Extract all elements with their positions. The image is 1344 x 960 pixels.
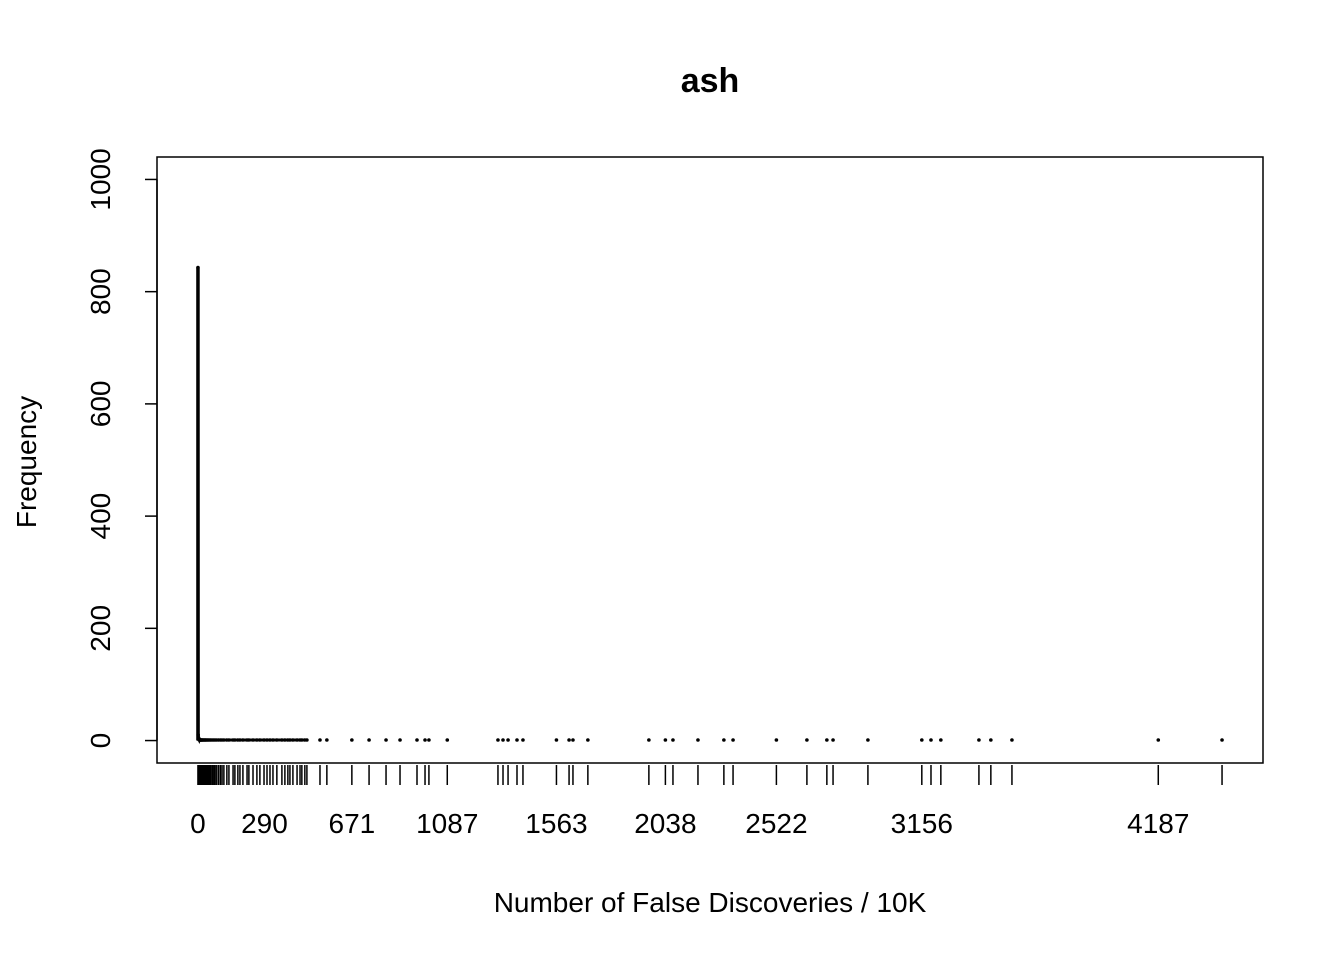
data-point — [283, 738, 287, 742]
data-point — [571, 738, 575, 742]
data-point — [977, 738, 981, 742]
y-tick-label: 1000 — [85, 148, 116, 210]
data-point — [384, 738, 388, 742]
data-point — [521, 738, 525, 742]
data-point — [280, 738, 284, 742]
data-point — [663, 738, 668, 742]
data-point — [227, 738, 231, 742]
series-line — [196, 267, 307, 744]
data-point — [262, 738, 266, 742]
data-point — [325, 738, 329, 742]
x-tick-label: 4187 — [1127, 808, 1189, 839]
data-point — [423, 738, 427, 742]
x-tick-label: 1087 — [416, 808, 478, 839]
data-point — [268, 738, 272, 742]
data-point — [722, 738, 726, 742]
data-point — [671, 738, 675, 742]
y-tick-label: 0 — [85, 733, 116, 749]
data-point — [496, 738, 500, 742]
y-tick-label: 800 — [85, 268, 116, 315]
data-point — [196, 265, 200, 270]
data-point — [271, 738, 275, 742]
data-point — [350, 738, 354, 742]
data-point — [255, 738, 259, 742]
data-point — [1010, 738, 1014, 742]
data-point — [731, 738, 735, 742]
x-tick-label: 1563 — [525, 808, 587, 839]
data-point — [939, 738, 943, 742]
data-point — [398, 738, 402, 742]
data-point — [258, 738, 262, 742]
data-point — [233, 738, 237, 742]
data-point — [295, 738, 299, 742]
data-point — [367, 738, 371, 742]
data-point — [300, 738, 304, 742]
y-tick-label: 600 — [85, 381, 116, 428]
data-point — [920, 738, 924, 742]
data-point — [989, 738, 993, 742]
y-tick-label: 400 — [85, 493, 116, 540]
data-point — [251, 738, 255, 742]
y-tick-label: 200 — [85, 605, 116, 652]
data-point — [501, 738, 505, 742]
rug — [197, 765, 1223, 785]
x-tick-label: 3156 — [891, 808, 953, 839]
data-point — [929, 738, 933, 742]
data-point — [567, 738, 571, 742]
data-point — [305, 738, 309, 742]
data-point — [554, 738, 559, 742]
y-axis: 0 200 400 600 800 1000 — [85, 148, 158, 749]
data-point — [241, 738, 245, 742]
data-point — [506, 738, 510, 742]
data-point — [866, 738, 870, 742]
data-point — [445, 738, 450, 742]
data-point — [1220, 738, 1224, 742]
x-tick-label: 290 — [241, 808, 288, 839]
chart-title: ash — [681, 62, 740, 100]
data-point — [196, 733, 200, 737]
plot-frame — [156, 156, 1264, 764]
x-tick-label: 2038 — [634, 808, 696, 839]
data-point — [427, 738, 431, 742]
data-point — [825, 738, 829, 742]
data-point — [238, 738, 242, 742]
series — [196, 265, 1224, 744]
x-tick-label: 671 — [329, 808, 376, 839]
data-point — [415, 738, 419, 742]
data-point — [222, 738, 226, 742]
data-point — [247, 738, 251, 742]
data-point — [1156, 738, 1161, 742]
data-point — [318, 738, 322, 742]
data-point — [647, 738, 651, 742]
y-axis-label: Frequency — [11, 396, 42, 528]
data-point — [265, 738, 269, 742]
x-tick-label: 2522 — [745, 808, 807, 839]
data-point — [515, 738, 519, 742]
data-point — [696, 738, 700, 742]
data-point — [288, 738, 292, 742]
x-axis-label: Number of False Discoveries / 10K — [494, 887, 927, 918]
data-point — [831, 738, 835, 742]
data-point — [805, 738, 809, 742]
data-point — [291, 738, 295, 742]
data-point — [275, 738, 279, 742]
x-tick-label: 0 — [190, 808, 206, 839]
data-point — [774, 738, 779, 742]
x-axis: 0 290 671 1087 1563 2038 2522 3156 4187 — [190, 808, 1189, 839]
data-point — [586, 738, 590, 742]
